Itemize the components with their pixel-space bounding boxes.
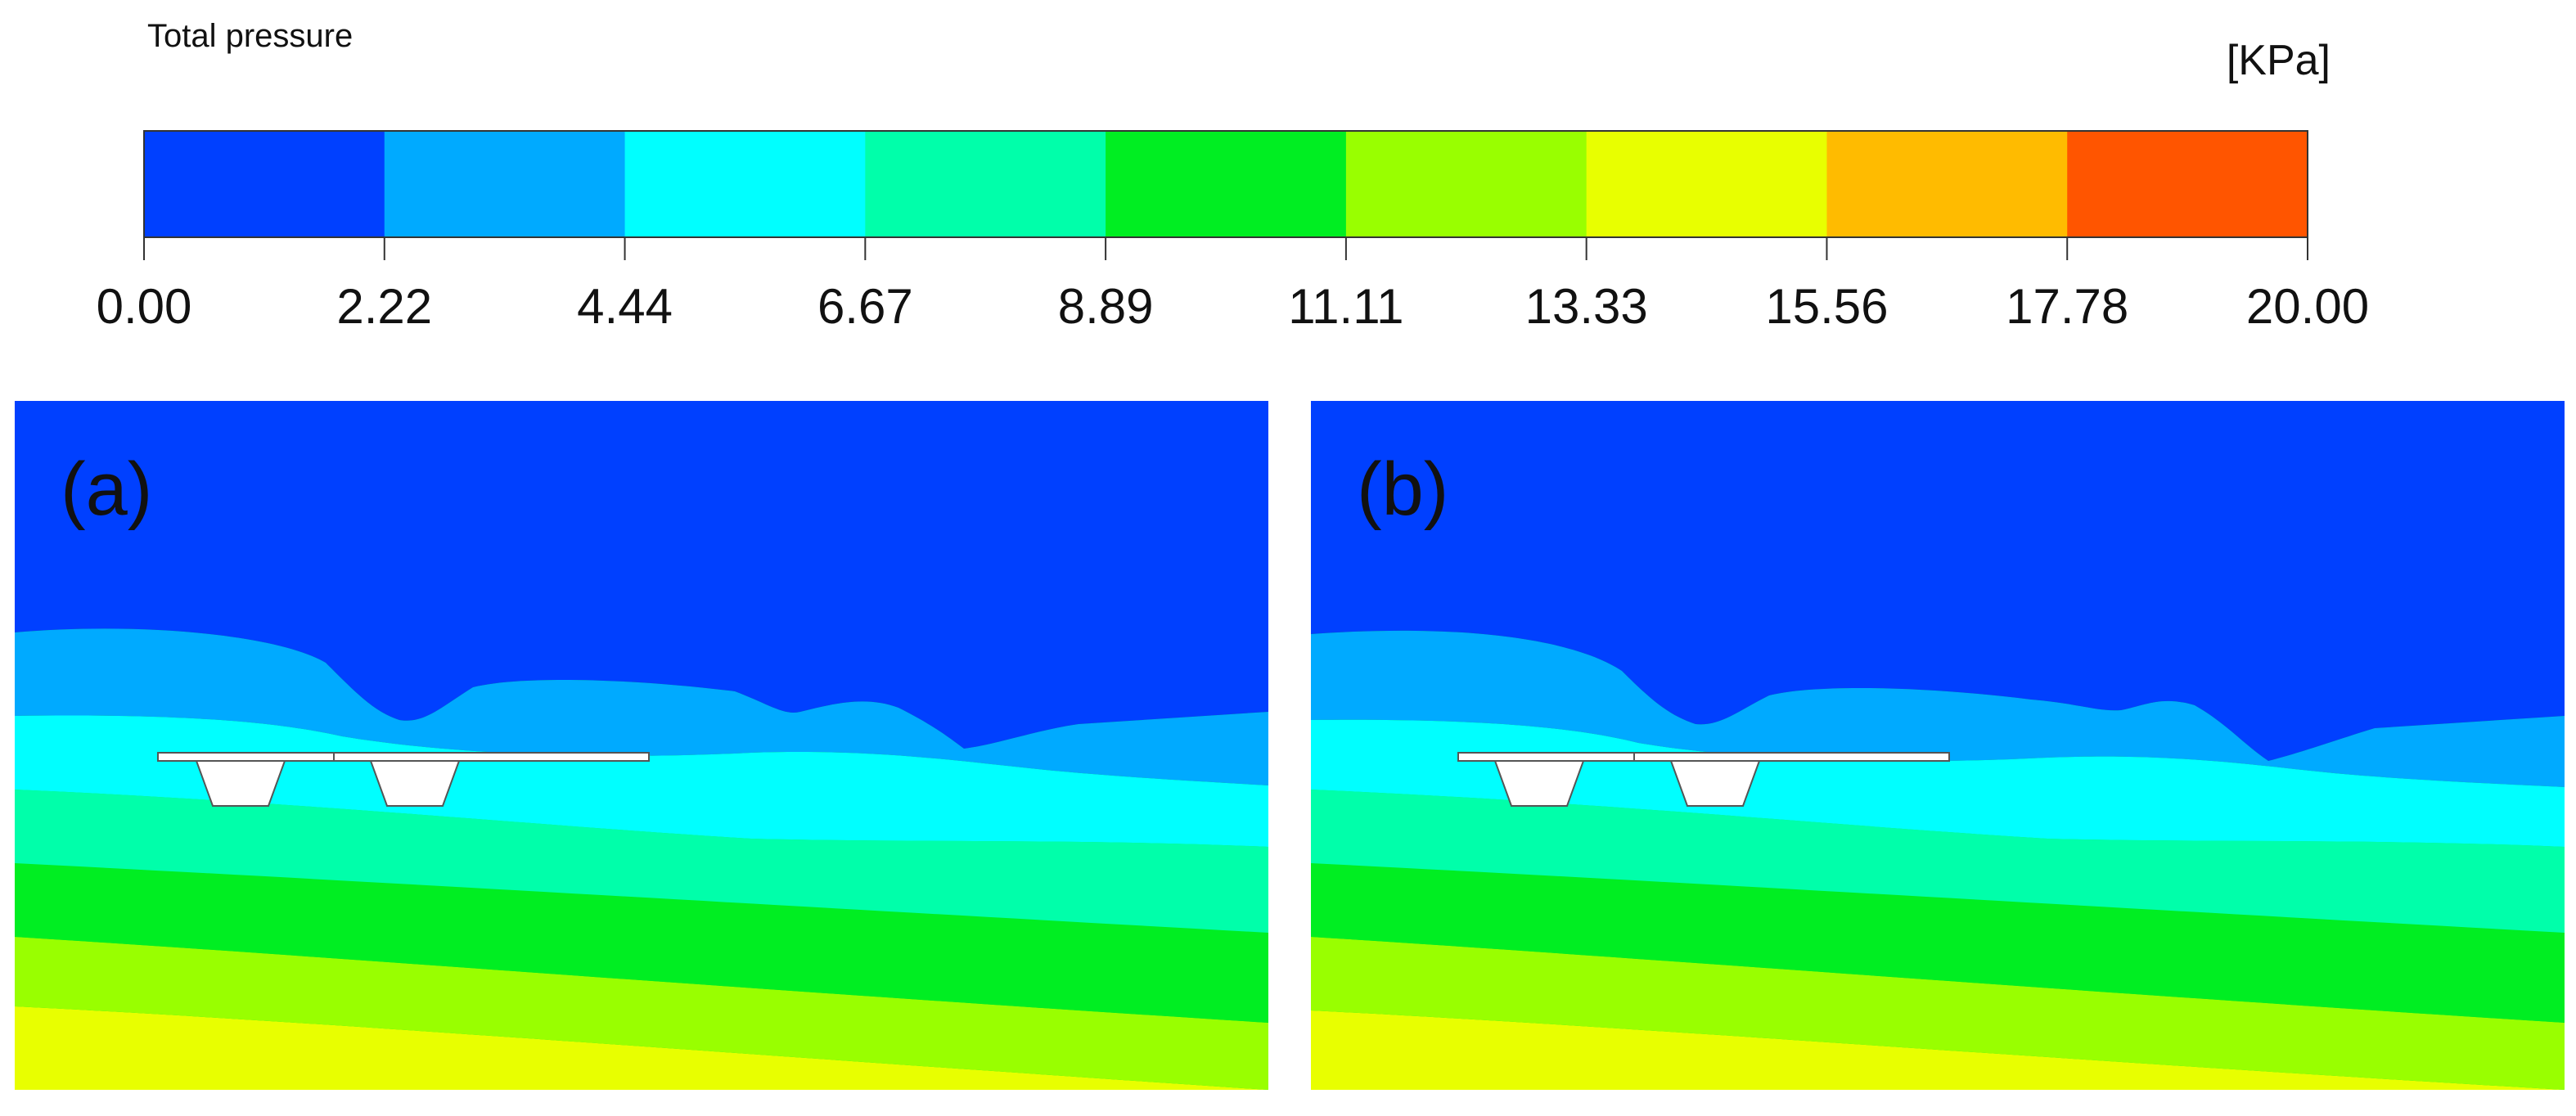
colorbar-tick-label: 6.67 — [817, 279, 913, 334]
colorbar-band-1 — [384, 131, 626, 237]
colorbar-tick-label: 17.78 — [2006, 279, 2129, 334]
contour-panel-a: (a) — [15, 401, 1268, 1090]
colorbar-band-0 — [144, 131, 385, 237]
bridge-deck-right — [333, 752, 650, 807]
colorbar-band-2 — [624, 131, 866, 237]
band-4-7 — [1311, 719, 2565, 847]
band-7-9 — [15, 790, 1268, 933]
band-4-7 — [15, 715, 1268, 847]
colorbar — [143, 130, 2308, 260]
band-0-2 — [1311, 401, 2565, 761]
band-0-2 — [15, 401, 1268, 749]
colorbar-tick-label: 13.33 — [1524, 279, 1648, 334]
colorbar-band-7 — [1826, 131, 2068, 237]
band-9-11 — [1311, 863, 2565, 1023]
band-2-4 — [15, 628, 1268, 785]
bridge-deck-right — [1633, 752, 1950, 807]
band-13-16 — [15, 1006, 1268, 1090]
contour-plot-a — [15, 401, 1268, 1090]
contour-panel-b: (b) — [1311, 401, 2565, 1090]
panel-label-a: (a) — [61, 448, 153, 531]
colorbar-tick-label: 8.89 — [1057, 279, 1154, 334]
band-9-11 — [15, 863, 1268, 1023]
band-7-9 — [1311, 790, 2565, 933]
colorbar-tick-label: 2.22 — [336, 279, 433, 334]
colorbar-tick-label: 15.56 — [1765, 279, 1889, 334]
colorbar-tick-label: 11.11 — [1288, 279, 1404, 334]
panel-label-b: (b) — [1357, 448, 1449, 531]
colorbar-band-8 — [2067, 131, 2308, 237]
legend-unit: [KPa] — [2226, 37, 2331, 84]
legend-title: Total pressure — [147, 18, 354, 54]
colorbar-band-5 — [1345, 131, 1587, 237]
colorbar-tick-label: 4.44 — [577, 279, 673, 334]
contour-plot-b — [1311, 401, 2565, 1090]
colorbar-band-3 — [865, 131, 1106, 237]
band-2-4 — [1311, 630, 2565, 787]
colorbar-band-6 — [1586, 131, 1827, 237]
band-11-13-region — [1311, 937, 2565, 1090]
colorbar-band-4 — [1106, 131, 1347, 237]
band-13-16 — [1311, 1010, 2565, 1090]
colorbar-tick-label: 20.00 — [2245, 279, 2370, 334]
colorbar-tick-label: 0.00 — [96, 279, 192, 334]
band-11-13-region — [15, 937, 1268, 1090]
